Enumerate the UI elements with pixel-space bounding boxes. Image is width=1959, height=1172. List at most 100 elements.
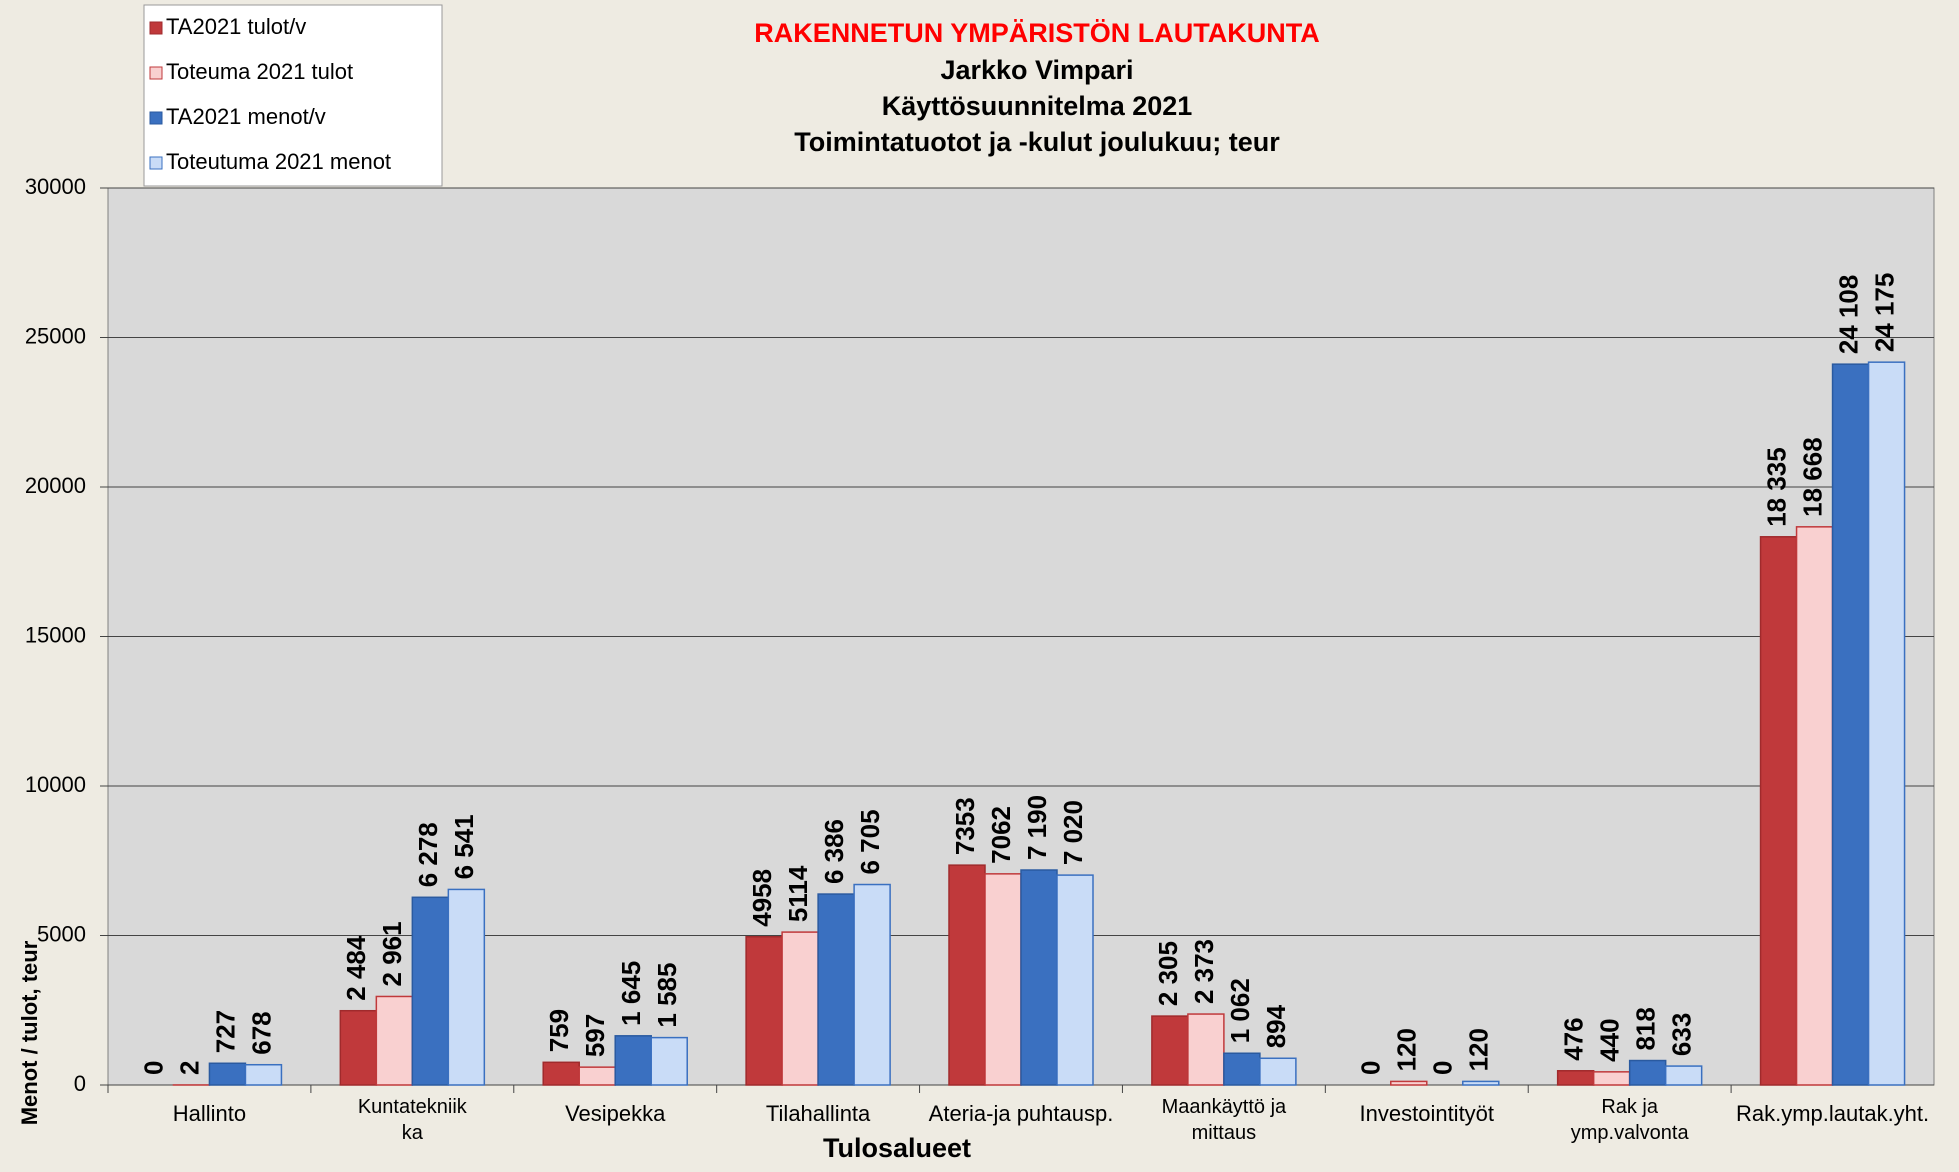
bar [1592,1071,1631,1086]
data-label: 727 [210,1010,240,1053]
bar [1259,1057,1297,1086]
data-label: 6 541 [449,814,479,879]
data-label: 120 [1392,1028,1422,1071]
y-tick-label: 0 [74,1071,86,1096]
bar [745,936,783,1086]
data-label: 6 278 [413,822,443,887]
y-tick-label: 15000 [25,622,86,647]
x-tick-label: Rak.ymp.lautak.yht. [1736,1101,1929,1126]
bar [208,1062,247,1086]
legend-swatch [149,111,163,125]
legend-swatch [149,21,163,35]
y-tick-label: 10000 [25,772,86,797]
bar [375,995,414,1086]
data-label: 894 [1261,1004,1291,1048]
data-label: 759 [544,1009,574,1052]
bar [1056,874,1094,1086]
y-axis-title: Menot / tulot, teur [17,940,42,1125]
chart-subtitle: Toimintatuotot ja -kulut joulukuu; teur [794,127,1280,157]
x-tick-label: Vesipekka [565,1101,666,1126]
bar [244,1063,283,1086]
bar [1795,526,1834,1086]
y-tick-label: 25000 [25,323,86,348]
x-tick-label: Ateria-ja puhtausp. [929,1101,1114,1126]
data-label: 0 [1428,1061,1458,1075]
y-tick-label: 5000 [37,921,86,946]
data-label: 2 305 [1153,941,1183,1006]
y-tick-label: 30000 [25,174,86,199]
bar [817,893,855,1086]
bar [1759,536,1798,1086]
x-tick-label: Hallinto [173,1101,246,1126]
chart-subtitle: Jarkko Vimpari [940,55,1133,85]
data-label: 5114 [783,865,813,922]
bar [614,1035,652,1086]
bar [1628,1059,1667,1086]
data-label: 0 [1356,1061,1386,1075]
data-label: 2 484 [341,935,371,1001]
data-label: 818 [1631,1007,1661,1050]
legend-label: Toteutuma 2021 menot [166,149,391,174]
bar [1020,869,1058,1086]
data-label: 6 386 [819,819,849,884]
bar [447,888,486,1086]
data-label: 120 [1464,1028,1494,1071]
chart-title: RAKENNETUN YMPÄRISTÖN LAUTAKUNTA [754,18,1319,48]
bar [1223,1052,1261,1086]
legend-swatch [149,66,163,80]
legend-box [143,4,443,187]
data-label: 4958 [747,869,777,927]
bar [1664,1065,1703,1086]
x-tick-label: Rak ja ymp.valvonta [1571,1096,1690,1144]
data-label: 597 [580,1014,610,1057]
bar [1831,363,1870,1086]
x-axis-title: Tulosalueet [823,1133,971,1163]
data-label: 7 020 [1058,800,1088,865]
bar [853,883,891,1086]
chart-subtitle: Käyttösuunnitelma 2021 [882,91,1193,121]
data-label: 440 [1595,1018,1625,1061]
bar [1187,1013,1225,1086]
bar [1151,1015,1189,1086]
data-label: 476 [1559,1017,1589,1060]
bar [339,1009,378,1086]
data-label: 1 645 [616,961,646,1026]
bar [542,1061,580,1086]
bar [984,873,1022,1086]
data-label: 1 062 [1225,978,1255,1043]
bar [1390,1080,1428,1086]
data-label: 1 585 [652,963,682,1028]
data-label: 7 190 [1022,795,1052,860]
data-label: 633 [1667,1013,1697,1056]
legend-swatch [149,156,163,170]
bar [578,1066,616,1086]
data-label: 2 [174,1060,204,1074]
y-tick-label: 20000 [25,473,86,498]
x-tick-label: Maankäyttö ja mittaus [1162,1096,1287,1144]
x-tick-label: Kuntatekniik ka [358,1096,468,1144]
x-tick-label: Investointityöt [1360,1101,1495,1126]
data-label: 678 [246,1011,276,1054]
x-tick-label: Tilahallinta [766,1101,871,1126]
data-label: 2 373 [1189,939,1219,1004]
data-label: 24 175 [1869,273,1899,353]
bar [411,896,450,1086]
data-label: 7353 [950,797,980,855]
legend-label: TA2021 menot/v [166,104,326,129]
bar [781,931,819,1086]
legend-label: Toteuma 2021 tulot [166,59,353,84]
bar [650,1036,688,1086]
data-label: 7062 [986,806,1016,864]
data-label: 6 705 [855,809,885,874]
bar [1867,361,1906,1086]
data-label: 18 668 [1797,437,1827,517]
bar [948,864,986,1086]
data-label: 24 108 [1833,275,1863,355]
legend-label: TA2021 tulot/v [166,14,306,39]
data-label: 0 [138,1061,168,1075]
bar [1556,1070,1595,1086]
bar [1462,1080,1500,1086]
data-label: 2 961 [377,921,407,986]
data-label: 18 335 [1761,447,1791,527]
